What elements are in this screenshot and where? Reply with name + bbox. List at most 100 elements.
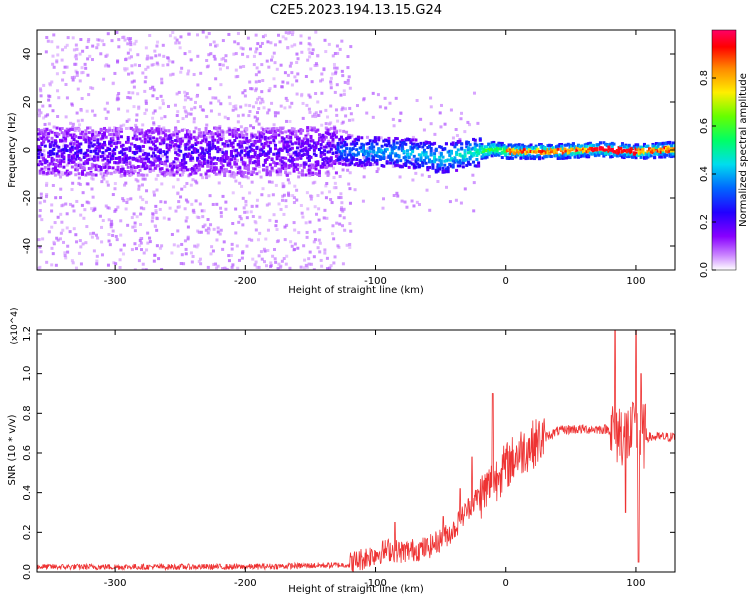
spectrum-cell bbox=[53, 173, 57, 177]
spectrum-cell bbox=[428, 141, 432, 145]
noise-cell bbox=[234, 107, 238, 111]
spectrum-cell bbox=[167, 129, 171, 133]
spectrum-cell bbox=[326, 131, 330, 135]
noise-cell bbox=[331, 72, 335, 76]
spectrum-cell bbox=[494, 148, 498, 152]
noise-cell bbox=[459, 117, 463, 121]
noise-cell bbox=[266, 40, 270, 44]
spectrum-cell bbox=[60, 154, 64, 158]
spectrum-cell bbox=[177, 138, 181, 142]
noise-cell bbox=[214, 262, 218, 266]
spectrum-cell bbox=[187, 135, 191, 139]
noise-cell bbox=[245, 244, 249, 248]
spectrum-cell bbox=[248, 161, 252, 165]
spectrum-cell bbox=[304, 162, 308, 166]
spectrum-cell bbox=[70, 127, 74, 131]
spectrum-cell bbox=[201, 149, 205, 153]
spectrum-cell bbox=[155, 127, 159, 131]
noise-cell bbox=[41, 237, 45, 241]
noise-cell bbox=[51, 252, 55, 256]
noise-cell bbox=[290, 101, 294, 105]
noise-cell bbox=[381, 206, 385, 210]
noise-cell bbox=[293, 247, 297, 251]
spectrum-cell bbox=[175, 144, 179, 148]
spectrum-cell bbox=[433, 160, 437, 164]
noise-cell bbox=[153, 253, 157, 257]
noise-cell bbox=[93, 207, 97, 211]
spectrum-cell bbox=[59, 162, 63, 166]
noise-cell bbox=[156, 40, 160, 44]
spectrum-cell bbox=[373, 137, 377, 141]
noise-cell bbox=[176, 159, 180, 163]
spectrum-cell bbox=[60, 159, 64, 163]
spectrum-cell bbox=[103, 143, 107, 147]
spectrum-cell bbox=[240, 142, 244, 146]
spectrum-cell bbox=[189, 167, 193, 171]
spectrum-cell bbox=[587, 153, 591, 157]
noise-cell bbox=[126, 51, 130, 55]
spectrum-cell bbox=[218, 126, 222, 130]
spectrum-cell bbox=[272, 136, 276, 140]
spectrum-cell bbox=[641, 150, 645, 154]
spectrum-cell bbox=[458, 160, 462, 164]
spectrum-cell bbox=[612, 150, 616, 154]
spectrum-cell bbox=[470, 147, 474, 151]
spectrum-cell bbox=[79, 132, 83, 136]
spectrum-cell bbox=[77, 136, 81, 140]
spectrum-cell bbox=[108, 133, 112, 137]
spectrum-cell bbox=[465, 163, 469, 167]
noise-cell bbox=[221, 39, 225, 43]
noise-cell bbox=[193, 106, 197, 110]
spectrum-cell bbox=[279, 130, 283, 134]
spectrum-cell bbox=[629, 147, 633, 151]
spectrum-cell bbox=[158, 161, 162, 165]
noise-cell bbox=[305, 265, 309, 269]
noise-cell bbox=[52, 240, 56, 244]
spectrum-cell bbox=[185, 168, 189, 172]
noise-cell bbox=[203, 223, 207, 227]
spectrum-cell bbox=[265, 165, 269, 169]
spectrum-cell bbox=[485, 149, 489, 153]
spectrum-cell bbox=[263, 137, 267, 141]
noise-cell bbox=[273, 114, 277, 118]
noise-cell bbox=[218, 124, 222, 128]
noise-cell bbox=[194, 100, 198, 104]
spectrum-cell bbox=[251, 167, 255, 171]
noise-cell bbox=[154, 54, 158, 58]
spectrum-cell bbox=[531, 154, 535, 158]
spectrum-cell bbox=[455, 168, 459, 172]
spectrum-cell bbox=[360, 146, 364, 150]
noise-cell bbox=[313, 64, 317, 68]
spectrum-cell bbox=[505, 156, 509, 160]
spectrum-cell bbox=[434, 168, 438, 172]
spectrum-cell bbox=[273, 135, 277, 139]
spectrum-cell bbox=[399, 143, 403, 147]
spectrum-cell bbox=[96, 158, 100, 162]
spectrum-cell bbox=[311, 126, 315, 130]
noise-cell bbox=[135, 156, 139, 160]
noise-cell bbox=[144, 46, 148, 50]
noise-cell bbox=[65, 163, 69, 167]
spectrum-cell bbox=[297, 137, 301, 141]
spectrum-cell bbox=[135, 165, 139, 169]
colorbar: 0.00.20.40.60.8 Normalized spectral ampl… bbox=[699, 29, 749, 278]
spectrum-cell bbox=[59, 164, 63, 168]
noise-cell bbox=[239, 217, 243, 221]
noise-cell bbox=[196, 54, 200, 58]
spectrum-cell bbox=[588, 141, 592, 145]
noise-cell bbox=[246, 142, 250, 146]
spectrum-cell bbox=[48, 145, 52, 149]
spectrum-cell bbox=[302, 142, 306, 146]
noise-cell bbox=[285, 99, 289, 103]
spectrum-cell bbox=[502, 146, 506, 150]
spectrum-cell bbox=[143, 157, 147, 161]
spectrum-cell bbox=[539, 145, 543, 149]
spectrum-cell bbox=[663, 146, 667, 150]
spectrum-cell bbox=[312, 165, 316, 169]
noise-cell bbox=[249, 124, 253, 128]
noise-cell bbox=[242, 64, 246, 68]
spectrum-cell bbox=[553, 151, 557, 155]
spectrum-cell bbox=[262, 146, 266, 150]
noise-cell bbox=[324, 50, 328, 54]
spectrum-cell bbox=[157, 129, 161, 133]
